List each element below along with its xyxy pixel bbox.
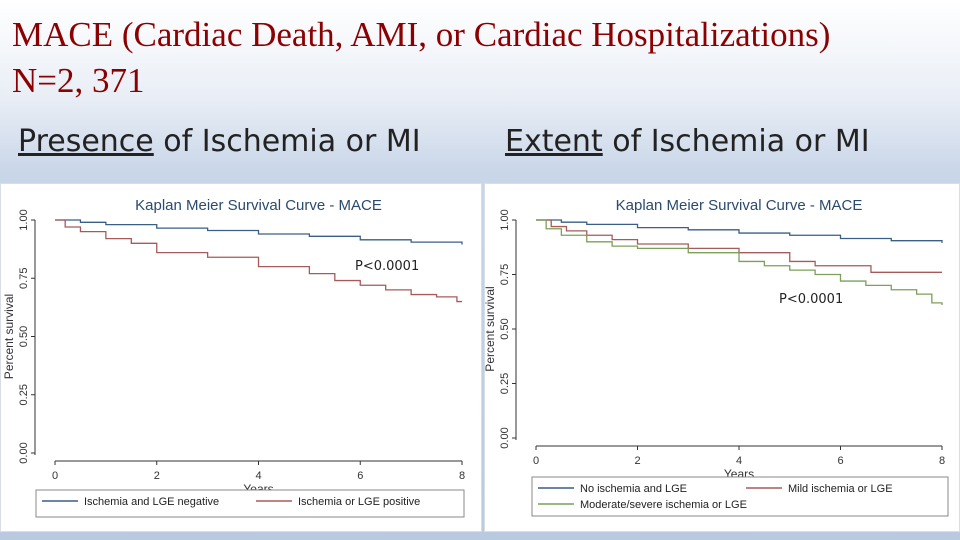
x-tick-label: 4 <box>255 470 261 482</box>
right-panel-label: Extent of Ischemia or MI <box>505 124 870 159</box>
series-line-3 <box>536 219 943 306</box>
legend-label: Mild ischemia or LGE <box>788 483 893 495</box>
chart-frame <box>0 183 482 532</box>
legend-box <box>531 476 949 517</box>
y-axis-label: Percent survival <box>2 294 16 379</box>
y-tick-label: 0.50 <box>499 318 511 339</box>
y-tick-label: 0.00 <box>499 427 511 448</box>
p-value-annotation: P<0.0001 <box>779 292 843 307</box>
series-line-1 <box>55 219 463 245</box>
y-tick-label: 1.00 <box>499 209 511 230</box>
y-tick-label: 0.75 <box>499 264 511 285</box>
km-chart-presence: Kaplan Meier Survival Curve - MACE 0.00 0.… <box>0 183 482 532</box>
km-chart-extent: Kaplan Meier Survival Curve - MACE 0.00 0.… <box>484 183 960 532</box>
slide-title: MACE (Cardiac Death, AMI, or Cardiac Hos… <box>12 12 957 104</box>
legend-box <box>35 489 465 518</box>
chart-title: Kaplan Meier Survival Curve - MACE <box>616 197 863 214</box>
y-tick-label: 1.00 <box>18 209 30 230</box>
right-panel-label-rest: of Ischemia or MI <box>602 124 870 159</box>
legend-label: Moderate/severe ischemia or LGE <box>580 499 747 511</box>
legend-label: Ischemia or LGE positive <box>298 496 420 508</box>
series-line-2 <box>55 219 462 303</box>
y-axis-label: Percent survival <box>484 286 497 371</box>
x-tick-label: 2 <box>154 470 160 482</box>
km-chart-extent-svg: Kaplan Meier Survival Curve - MACE 0.00 0.… <box>484 183 960 532</box>
left-panel-label-emphasis: Presence <box>18 124 154 159</box>
p-value-annotation: P<0.0001 <box>355 259 419 274</box>
km-chart-presence-svg: Kaplan Meier Survival Curve - MACE 0.00 0.… <box>0 183 482 532</box>
legend-label: No ischemia and LGE <box>580 483 687 495</box>
chart-frame <box>484 183 960 532</box>
x-tick-label: 6 <box>357 470 363 482</box>
x-tick-label: 6 <box>837 455 843 467</box>
x-tick-label: 8 <box>459 470 465 482</box>
left-panel-label: Presence of Ischemia or MI <box>18 124 421 159</box>
left-panel-label-rest: of Ischemia or MI <box>153 124 421 159</box>
x-tick-label: 2 <box>634 455 640 467</box>
y-tick-label: 0.75 <box>18 268 30 289</box>
x-tick-label: 0 <box>52 470 58 482</box>
x-tick-label: 0 <box>533 455 539 467</box>
y-tick-label: 0.25 <box>18 384 30 405</box>
legend-label: Ischemia and LGE negative <box>84 496 219 508</box>
x-tick-label: 8 <box>939 455 945 467</box>
slide-title-line1: MACE (Cardiac Death, AMI, or Cardiac Hos… <box>12 15 831 54</box>
slide-title-line2: N=2, 371 <box>12 61 145 100</box>
y-tick-label: 0.50 <box>18 326 30 347</box>
y-tick-label: 0.25 <box>499 373 511 394</box>
chart-title: Kaplan Meier Survival Curve - MACE <box>135 197 382 214</box>
series-line-1 <box>536 219 943 243</box>
right-panel-label-emphasis: Extent <box>505 124 603 159</box>
x-tick-label: 4 <box>736 455 742 467</box>
y-tick-label: 0.00 <box>18 442 30 463</box>
